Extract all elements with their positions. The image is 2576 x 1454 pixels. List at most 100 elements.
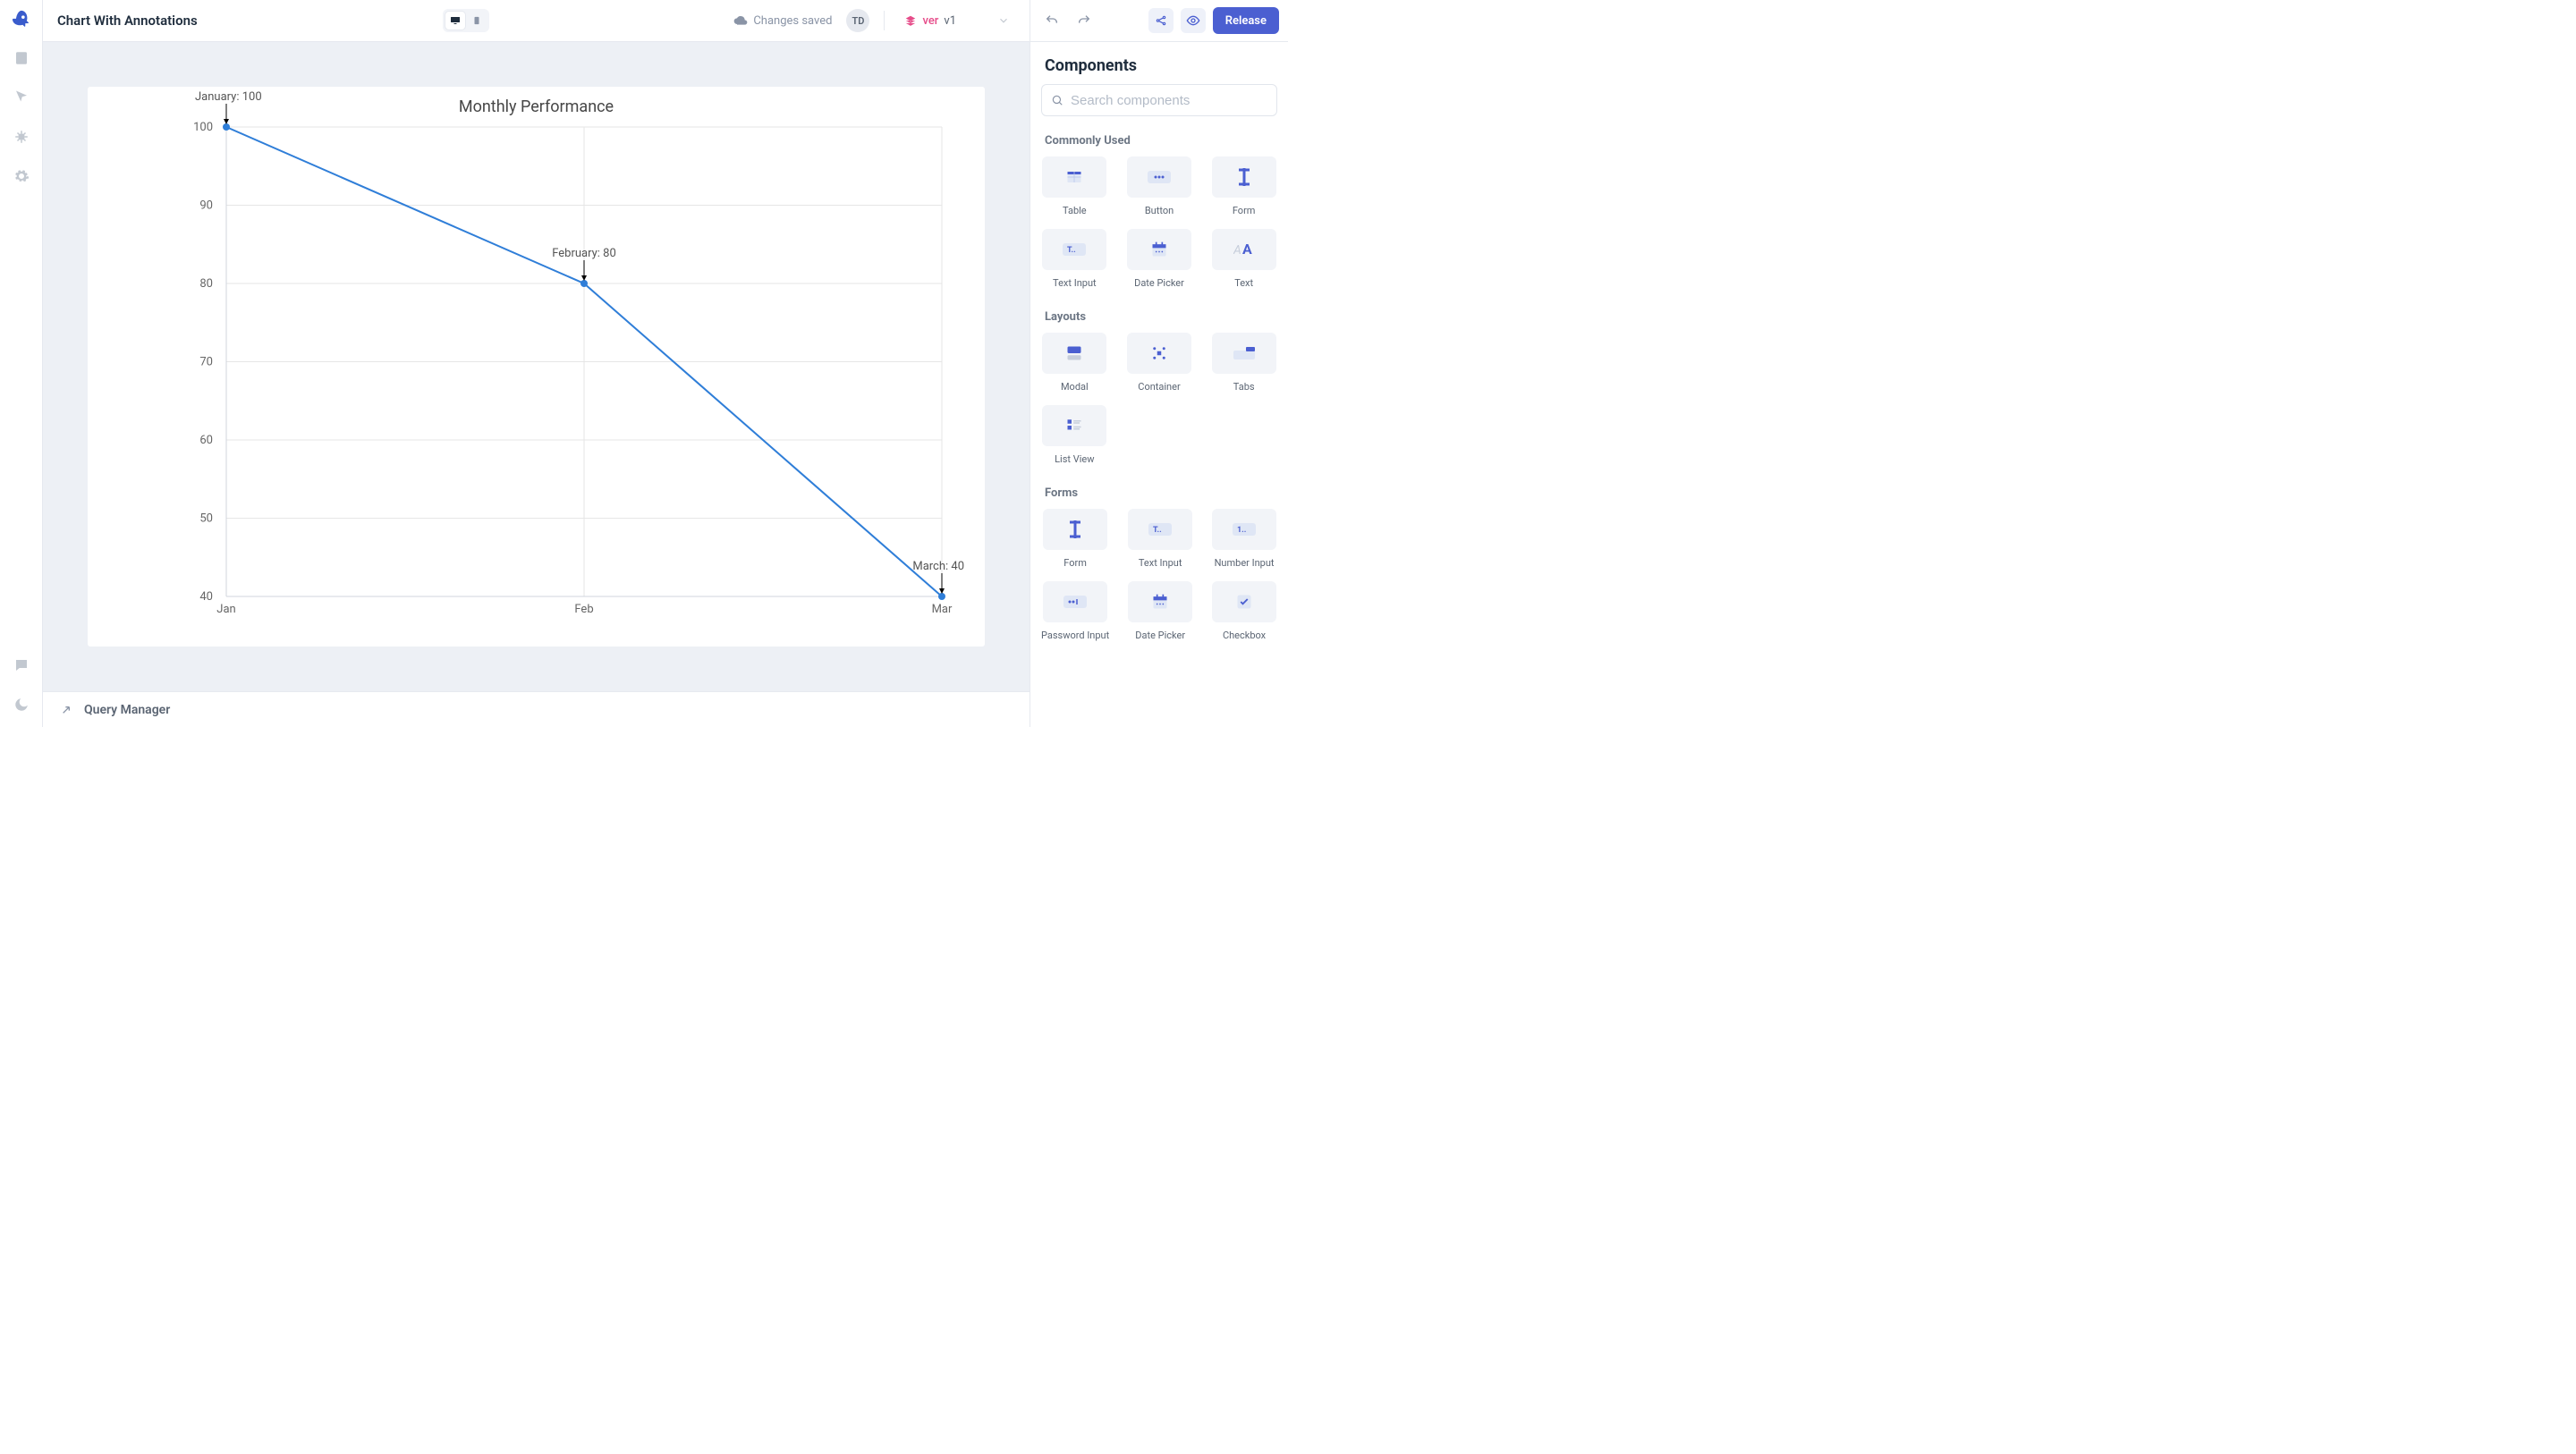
dark-mode-moon-icon[interactable] bbox=[12, 695, 31, 714]
logo-rocket-icon[interactable] bbox=[12, 9, 31, 29]
component-table[interactable]: Table bbox=[1041, 156, 1108, 216]
layers-icon bbox=[904, 14, 917, 27]
undo-button[interactable] bbox=[1039, 8, 1064, 33]
component-label: Modal bbox=[1061, 381, 1089, 393]
share-button[interactable] bbox=[1148, 8, 1174, 33]
text-input-icon: T.. bbox=[1128, 509, 1192, 550]
section-title: Commonly Used bbox=[1045, 134, 1274, 148]
svg-text:40: 40 bbox=[199, 590, 213, 604]
svg-text:February: 80: February: 80 bbox=[552, 247, 616, 260]
date-picker-icon bbox=[1128, 581, 1192, 622]
component-text-input[interactable]: T..Text Input bbox=[1041, 229, 1108, 289]
performance-line-chart: 40 50 60 70 80 90 100 Jan Feb Mar January: 100 Febr… bbox=[88, 87, 985, 647]
chevron-down-icon bbox=[997, 14, 1010, 27]
modal-icon bbox=[1042, 333, 1106, 374]
version-prefix: ver bbox=[922, 14, 938, 28]
svg-text:January: 100: January: 100 bbox=[195, 90, 262, 104]
form-icon bbox=[1043, 509, 1107, 550]
chat-icon[interactable] bbox=[12, 655, 31, 675]
component-label: Tabs bbox=[1233, 381, 1255, 393]
preview-button[interactable] bbox=[1181, 8, 1206, 33]
bug-icon[interactable] bbox=[12, 127, 31, 147]
settings-gear-icon[interactable] bbox=[12, 166, 31, 186]
save-status: Changes saved bbox=[733, 13, 832, 28]
text-input-icon: T.. bbox=[1042, 229, 1106, 270]
release-button[interactable]: Release bbox=[1213, 7, 1279, 34]
component-label: Table bbox=[1063, 205, 1087, 216]
svg-text:A: A bbox=[1233, 243, 1241, 258]
search-icon bbox=[1051, 94, 1063, 106]
section-title: Forms bbox=[1045, 486, 1274, 500]
expand-icon bbox=[59, 703, 73, 717]
component-date-picker[interactable]: Date Picker bbox=[1126, 229, 1193, 289]
mobile-toggle[interactable] bbox=[467, 12, 487, 30]
svg-text:1..: 1.. bbox=[1237, 526, 1246, 535]
component-list-view[interactable]: List View bbox=[1041, 405, 1108, 465]
user-avatar[interactable]: TD bbox=[846, 9, 869, 32]
components-search-input[interactable] bbox=[1071, 93, 1267, 108]
query-manager-bar[interactable]: Query Manager bbox=[43, 691, 1030, 727]
svg-text:Feb: Feb bbox=[574, 603, 593, 616]
svg-text:Jan: Jan bbox=[216, 603, 235, 616]
svg-text:100: 100 bbox=[193, 121, 213, 134]
save-status-text: Changes saved bbox=[753, 14, 832, 28]
version-value: v1 bbox=[944, 14, 956, 28]
component-label: Checkbox bbox=[1223, 630, 1266, 641]
component-label: Text Input bbox=[1139, 557, 1182, 569]
svg-text:50: 50 bbox=[199, 512, 213, 526]
component-form[interactable]: Form bbox=[1210, 156, 1277, 216]
desktop-toggle[interactable] bbox=[445, 12, 465, 30]
text-icon: AA bbox=[1212, 229, 1276, 270]
date-picker-icon bbox=[1127, 229, 1191, 270]
components-panel: Components Commonly Used Table Button Form T… bbox=[1030, 42, 1288, 727]
svg-text:60: 60 bbox=[199, 434, 213, 447]
svg-text:T..: T.. bbox=[1153, 526, 1162, 535]
section-title: Layouts bbox=[1045, 310, 1274, 324]
topbar: Chart With Annotations Changes saved bbox=[43, 0, 1030, 42]
button-icon bbox=[1127, 156, 1191, 198]
svg-text:A: A bbox=[1242, 241, 1252, 258]
component-label: Date Picker bbox=[1135, 630, 1185, 641]
component-tabs[interactable]: Tabs bbox=[1210, 333, 1277, 393]
svg-text:80: 80 bbox=[199, 277, 213, 291]
svg-text:March: 40: March: 40 bbox=[912, 560, 964, 573]
redo-button[interactable] bbox=[1072, 8, 1097, 33]
component-container[interactable]: Container bbox=[1126, 333, 1193, 393]
tabs-icon bbox=[1212, 333, 1276, 374]
container-icon bbox=[1127, 333, 1191, 374]
version-picker[interactable]: ver v1 bbox=[899, 14, 1015, 28]
svg-text:Mar: Mar bbox=[932, 603, 953, 616]
query-manager-label: Query Manager bbox=[84, 703, 170, 717]
components-header: Components bbox=[1030, 42, 1288, 84]
component-label: Container bbox=[1138, 381, 1180, 393]
component-button[interactable]: Button bbox=[1126, 156, 1193, 216]
component-label: Button bbox=[1145, 205, 1174, 216]
component-password-input[interactable]: Password Input bbox=[1041, 581, 1109, 641]
password-input-icon bbox=[1043, 581, 1107, 622]
component-text[interactable]: AAText bbox=[1210, 229, 1277, 289]
page-title: Chart With Annotations bbox=[57, 13, 198, 29]
component-date-picker[interactable]: Date Picker bbox=[1127, 581, 1193, 641]
component-label: Form bbox=[1233, 205, 1256, 216]
pages-icon[interactable] bbox=[12, 48, 31, 68]
component-label: List View bbox=[1055, 453, 1094, 465]
component-modal[interactable]: Modal bbox=[1041, 333, 1108, 393]
svg-text:70: 70 bbox=[199, 356, 213, 369]
cloud-check-icon bbox=[733, 13, 748, 28]
component-form[interactable]: Form bbox=[1041, 509, 1109, 569]
main-column: Chart With Annotations Changes saved bbox=[43, 0, 1288, 727]
canvas-area[interactable]: Monthly Performance 405060708090100JanFe… bbox=[43, 42, 1030, 691]
cursor-icon[interactable] bbox=[12, 88, 31, 107]
component-text-input[interactable]: T.. Text Input bbox=[1127, 509, 1193, 569]
form-icon bbox=[1212, 156, 1276, 198]
component-checkbox[interactable]: Checkbox bbox=[1211, 581, 1277, 641]
component-label: Number Input bbox=[1215, 557, 1275, 569]
component-number-input[interactable]: 1.. Number Input bbox=[1211, 509, 1277, 569]
checkbox-icon bbox=[1212, 581, 1276, 622]
components-search[interactable] bbox=[1041, 84, 1277, 116]
list-view-icon bbox=[1042, 405, 1106, 446]
svg-text:90: 90 bbox=[199, 199, 213, 213]
separator bbox=[884, 11, 885, 30]
chart-card[interactable]: Monthly Performance 405060708090100JanFe… bbox=[88, 87, 985, 647]
device-toggle bbox=[443, 9, 489, 32]
